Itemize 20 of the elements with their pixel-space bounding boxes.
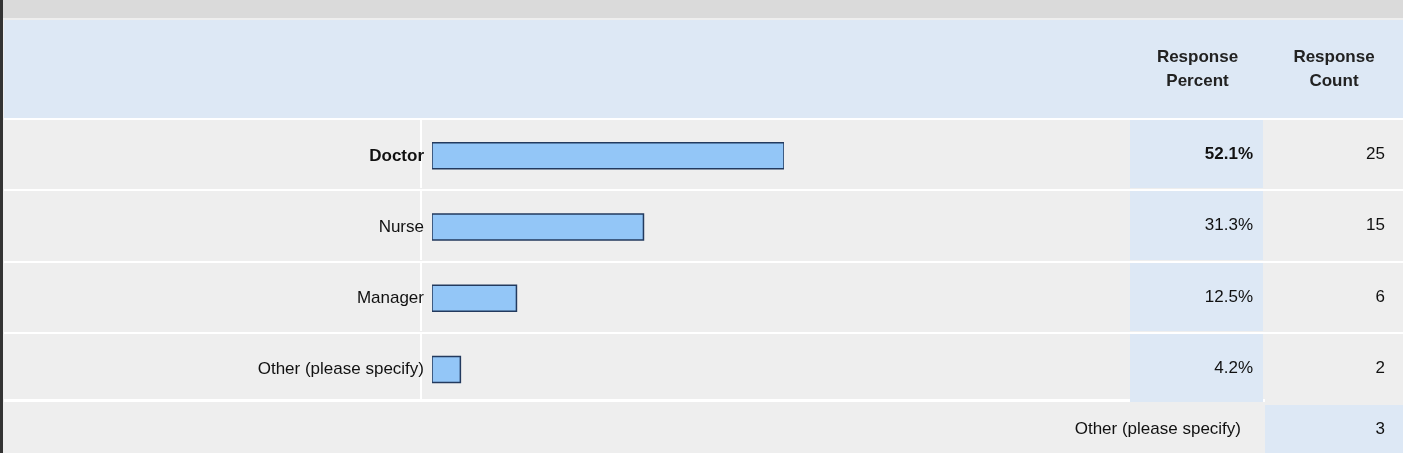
y-tick-label: Nurse xyxy=(378,216,424,236)
text: 3 xyxy=(1265,405,1403,453)
y-tick-label: Manager xyxy=(356,288,425,308)
bar xyxy=(432,213,645,241)
bar xyxy=(432,355,462,384)
data-label: 12.5% xyxy=(1130,262,1263,331)
text: Other (please specify) xyxy=(4,405,1263,453)
data-label: 52.1% xyxy=(1130,120,1263,189)
text: 25 xyxy=(1265,120,1403,189)
text: 2 xyxy=(1265,333,1403,402)
data-label: 31.3% xyxy=(1130,191,1263,260)
text: Response Percent xyxy=(1156,46,1239,92)
y-tick-label: Other (please specify) xyxy=(257,359,424,379)
bar xyxy=(432,141,784,170)
data-label: 4.2% xyxy=(1130,333,1263,402)
y-tick-label: Doctor xyxy=(369,145,425,165)
bar xyxy=(432,284,518,312)
text: Response Count xyxy=(1293,46,1375,92)
text: 6 xyxy=(1265,262,1403,331)
text: 15 xyxy=(1265,191,1403,260)
